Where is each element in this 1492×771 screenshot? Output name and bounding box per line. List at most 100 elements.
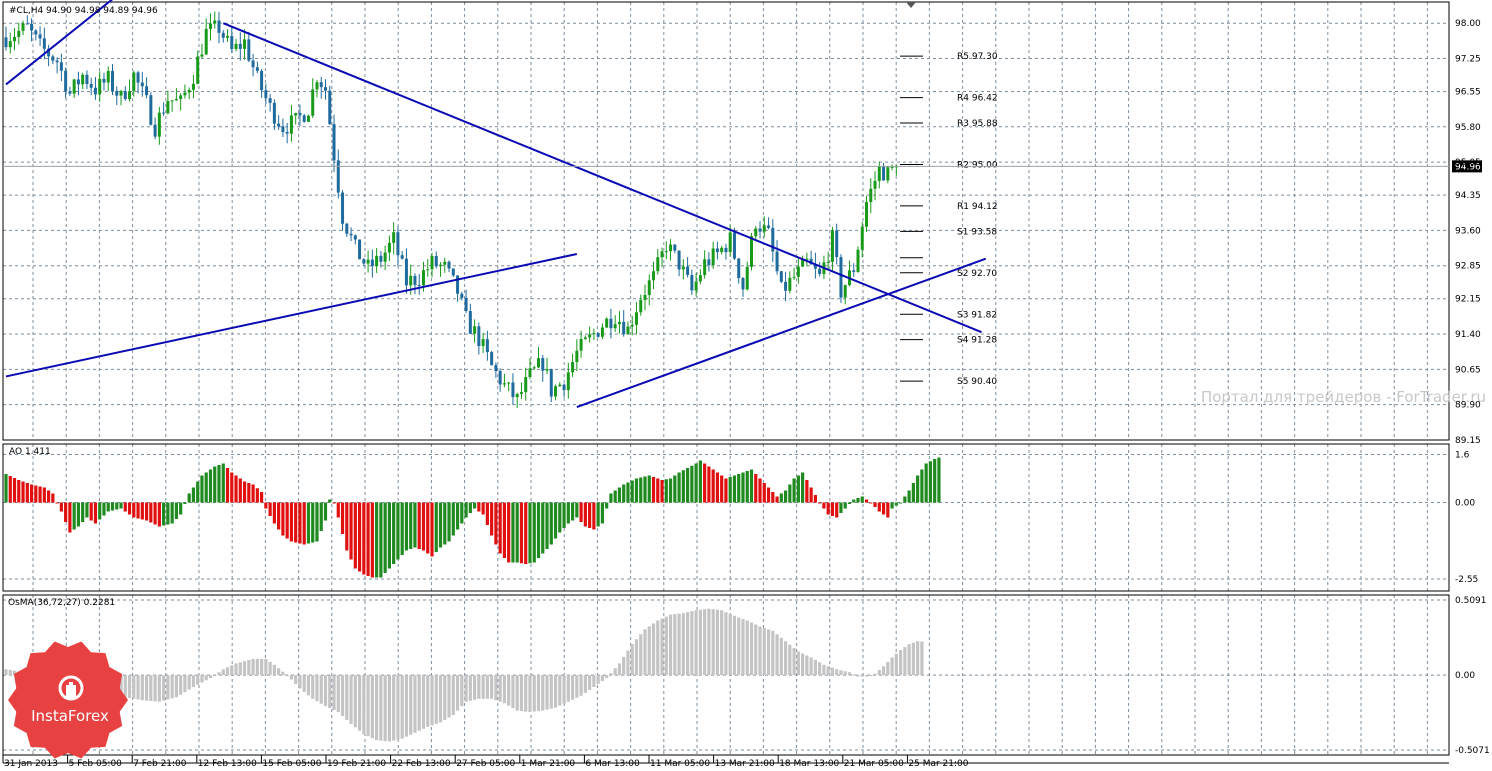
ao-bar	[766, 487, 771, 503]
osma-bar	[251, 658, 255, 676]
osma-bar	[839, 670, 843, 676]
candle-body	[157, 112, 161, 137]
osma-bar	[247, 660, 251, 676]
candle-body	[835, 230, 839, 258]
candle-body	[622, 321, 626, 335]
osma-bar	[162, 675, 166, 701]
candle-body	[779, 271, 783, 282]
candle-body	[456, 275, 460, 294]
ao-bar	[191, 487, 196, 503]
candle-body	[387, 242, 391, 253]
ao-bar	[796, 475, 800, 503]
candle-body	[643, 294, 647, 300]
ao-bar	[617, 487, 622, 503]
candle-body	[860, 226, 864, 250]
ao-bar	[289, 502, 294, 542]
ao-bar	[140, 502, 144, 520]
osma-panel[interactable]	[4, 608, 924, 742]
candle-body	[562, 384, 566, 391]
osma-bar	[677, 613, 681, 676]
candle-body	[826, 261, 830, 263]
ao-bar	[673, 475, 677, 503]
ao-bar	[85, 502, 89, 518]
ao-bar	[315, 502, 319, 542]
ao-bar	[830, 502, 835, 516]
ao-bar	[779, 493, 783, 503]
ao-bar	[835, 502, 839, 518]
ao-bar	[605, 502, 609, 509]
osma-bar	[375, 675, 379, 741]
osma-bar	[647, 626, 651, 676]
ao-bar	[839, 502, 843, 513]
ao-bar	[592, 502, 596, 530]
osma-bar	[886, 661, 890, 676]
candle-body	[626, 326, 630, 335]
candle-body	[630, 324, 634, 327]
osma-bar	[217, 672, 221, 676]
ao-bar	[771, 492, 775, 503]
osma-bar	[221, 669, 225, 676]
osma-bar	[545, 675, 549, 710]
candle-body	[426, 269, 430, 271]
x-tick-label: 15 Feb 05:00	[262, 759, 321, 769]
osma-bar	[703, 609, 707, 676]
ao-bar	[34, 485, 38, 503]
ao-bar	[149, 502, 153, 523]
osma-bar	[434, 675, 438, 724]
candle-body	[281, 126, 285, 133]
candle-body	[21, 23, 25, 31]
candle-body	[400, 255, 404, 259]
candle-body	[592, 333, 596, 335]
ao-bar	[370, 502, 374, 578]
osma-bar	[264, 658, 268, 676]
candle-body	[732, 232, 736, 259]
osma-bar	[771, 630, 775, 676]
osma-bar	[528, 675, 532, 713]
osma-bar	[553, 675, 558, 708]
candle-body	[311, 89, 315, 116]
ao-bar	[549, 502, 553, 545]
ao-bar	[174, 502, 178, 519]
ao-bar	[566, 502, 570, 524]
osma-bar	[379, 675, 383, 741]
ao-bar	[353, 502, 357, 569]
osma-bar	[12, 670, 17, 676]
ao-bar	[519, 502, 524, 564]
candle-body	[183, 92, 187, 96]
candle-body	[89, 83, 93, 88]
ao-bar	[656, 478, 660, 503]
ao-bar	[464, 502, 468, 518]
osma-bar	[473, 675, 477, 700]
ao-bar	[302, 502, 306, 545]
ao-panel[interactable]	[4, 457, 941, 578]
candle-body	[818, 268, 822, 274]
candle-body	[328, 90, 332, 125]
ao-bar	[225, 468, 230, 503]
osma-bar	[464, 675, 468, 702]
osma-bar	[357, 675, 362, 731]
candle-body	[306, 115, 310, 122]
trendlines[interactable]	[5, 0, 987, 408]
osma-panel-header: OsMA(36,72,27) 0.2281	[8, 598, 115, 608]
candle-body	[660, 251, 664, 258]
ao-bar	[460, 502, 464, 524]
ao-bar	[430, 502, 434, 557]
ao-bar	[421, 502, 426, 551]
price-panel[interactable]: R5 97.30 R4 96.42 R3 95.88 R2 95.00 R1 94.12…	[3, 0, 1486, 408]
candle-body	[51, 56, 55, 61]
osma-bar	[498, 675, 502, 702]
osma-bar	[362, 675, 366, 735]
osma-bar	[732, 616, 737, 676]
candle-body	[264, 90, 268, 99]
ao-bar	[613, 490, 617, 503]
ao-bar	[345, 502, 349, 551]
osma-bar	[213, 675, 217, 677]
shift-marker-icon[interactable]	[906, 2, 916, 8]
osma-bar	[694, 610, 698, 676]
watermark: Портал для трейдеров - ForTrader.ru	[1201, 388, 1486, 406]
osma-bar	[698, 609, 702, 676]
candle-body	[839, 257, 843, 298]
osma-bar	[570, 675, 575, 700]
osma-bar	[873, 673, 877, 676]
candle-body	[801, 259, 805, 267]
